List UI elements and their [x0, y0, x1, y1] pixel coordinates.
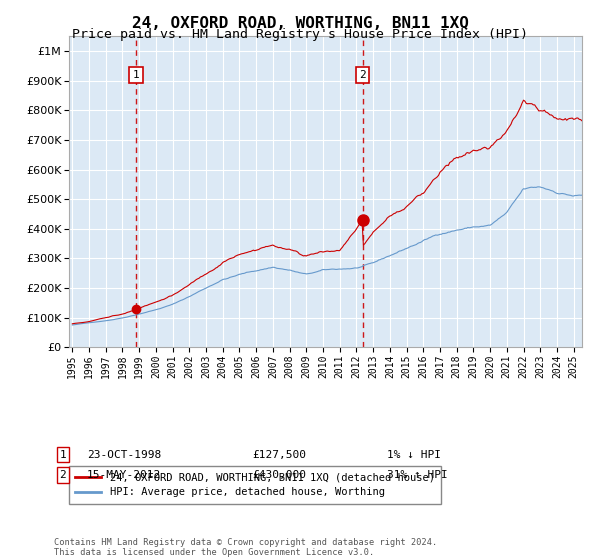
Text: Contains HM Land Registry data © Crown copyright and database right 2024.
This d: Contains HM Land Registry data © Crown c…	[54, 538, 437, 557]
Text: 15-MAY-2012: 15-MAY-2012	[87, 470, 161, 480]
Text: 1: 1	[133, 70, 139, 80]
Text: 2: 2	[59, 470, 67, 480]
Text: 24, OXFORD ROAD, WORTHING, BN11 1XQ: 24, OXFORD ROAD, WORTHING, BN11 1XQ	[131, 16, 469, 31]
Text: 23-OCT-1998: 23-OCT-1998	[87, 450, 161, 460]
Legend: 24, OXFORD ROAD, WORTHING, BN11 1XQ (detached house), HPI: Average price, detach: 24, OXFORD ROAD, WORTHING, BN11 1XQ (det…	[69, 466, 441, 503]
Text: 31% ↑ HPI: 31% ↑ HPI	[387, 470, 448, 480]
Text: 1% ↓ HPI: 1% ↓ HPI	[387, 450, 441, 460]
Text: £430,000: £430,000	[252, 470, 306, 480]
Text: £127,500: £127,500	[252, 450, 306, 460]
Text: 2: 2	[359, 70, 366, 80]
Text: 1: 1	[59, 450, 67, 460]
Text: Price paid vs. HM Land Registry's House Price Index (HPI): Price paid vs. HM Land Registry's House …	[72, 28, 528, 41]
